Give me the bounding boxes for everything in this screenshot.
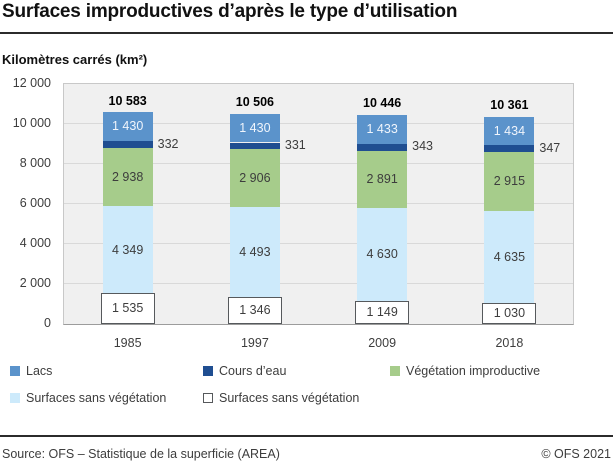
bar-segment: 4 630	[357, 208, 408, 302]
segment-value-label: 1 030	[493, 306, 526, 321]
segment-value-label: 2 891	[366, 172, 398, 187]
x-axis-label: 1997	[240, 336, 269, 350]
x-axis-label: 2009	[368, 336, 397, 350]
legend-swatch-icon	[203, 366, 213, 376]
segment-value-label: 1 346	[239, 303, 271, 318]
x-axis: 1985 1997 2009 2018	[64, 336, 573, 350]
segment-value-label: 1 149	[366, 305, 398, 320]
legend-item: Végétation improductive	[390, 364, 607, 378]
gridline	[64, 123, 573, 124]
bar-2018: 1 030 4 635 2 915 347 1 434 10 361	[446, 84, 573, 324]
y-axis-tick-label: 10 000	[12, 116, 51, 131]
legend-swatch-icon	[10, 393, 20, 403]
segment-value-label: 347	[539, 141, 561, 156]
y-axis-tick-label: 12 000	[12, 76, 51, 91]
legend-swatch-icon	[390, 366, 400, 376]
title-divider	[0, 32, 613, 34]
source-note: Source: OFS – Statistique de la superfic…	[2, 447, 280, 461]
segment-value-label: 332	[157, 136, 179, 151]
plot-area: 1 535 4 349 2 938 332 1 430 10 583 1 346 4 493 2…	[63, 83, 574, 325]
bar-segment	[484, 145, 535, 153]
segment-value-label: 343	[412, 139, 433, 154]
bar-segment: 1 433	[357, 115, 408, 144]
gridline	[64, 283, 573, 284]
bar-segment: 1 535	[100, 293, 155, 324]
bar-1997: 1 346 4 493 2 906 331 1 430 10 506	[191, 84, 318, 324]
legend: Lacs Cours d’eau Végétation improductive Su…	[10, 364, 607, 405]
segment-value-label: 4 349	[111, 242, 144, 257]
copyright-note: © OFS 2021	[541, 447, 611, 461]
bar-segment: 2 906	[229, 149, 280, 208]
segment-value-label: 1 430	[111, 119, 144, 134]
y-axis: 0 2 000 4 000 6 000 8 000 10 000 12 000	[0, 76, 51, 330]
legend-item: Cours d’eau	[203, 364, 390, 378]
y-axis-tick-label: 0	[44, 316, 51, 331]
bar-segment	[357, 143, 408, 151]
bar-segment: 1 430	[229, 113, 280, 143]
gridline	[64, 203, 573, 204]
bar-2009: 1 149 4 630 2 891 343 1 433 10 446	[319, 84, 446, 324]
y-axis-tick-label: 4 000	[19, 236, 51, 251]
footer: Source: OFS – Statistique de la superfic…	[2, 447, 611, 461]
legend-item: Surfaces sans végétation	[10, 391, 203, 405]
bar-total-label: 10 583	[108, 93, 147, 108]
segment-value-label: 1 434	[493, 123, 526, 138]
bar-total-label: 10 446	[363, 96, 402, 111]
page-title: Surfaces improductives d’après le type d…	[2, 1, 458, 22]
legend-item-label: Surfaces sans végétation	[219, 391, 360, 405]
legend-swatch-icon	[203, 393, 213, 403]
x-axis-label: 1985	[113, 336, 142, 350]
bar-segment: 1 434	[484, 116, 535, 146]
bar-segment	[102, 140, 153, 148]
bar-segment: 2 915	[484, 152, 535, 211]
y-axis-tick-label: 6 000	[19, 196, 51, 211]
bar-segment	[229, 142, 280, 150]
legend-item-label: Cours d’eau	[219, 364, 287, 378]
bar-segment: 4 349	[102, 206, 153, 294]
bar-segment: 1 030	[482, 303, 537, 324]
legend-item-label: Lacs	[26, 364, 53, 378]
bar-segment: 2 891	[357, 150, 408, 209]
bar-segment: 4 493	[229, 207, 280, 298]
bar-segment: 1 149	[355, 301, 410, 324]
gridline	[64, 163, 573, 164]
legend-item: Lacs	[10, 364, 203, 378]
x-axis-label: 2018	[495, 336, 524, 350]
legend-item: Surfaces sans végétation	[203, 391, 390, 405]
segment-value-label: 2 915	[493, 174, 526, 189]
segment-value-label: 2 906	[239, 170, 271, 185]
legend-item-label: Végétation improductive	[406, 364, 541, 378]
y-axis-tick-label: 2 000	[19, 276, 51, 291]
legend-item-label: Surfaces sans végétation	[26, 391, 167, 405]
y-axis-tick-label: 8 000	[19, 156, 51, 171]
y-axis-unit-label: Kilomètres carrés (km²)	[2, 52, 148, 67]
bar-total-label: 10 361	[490, 98, 529, 113]
bar-segment: 1 430	[102, 112, 153, 141]
segment-value-label: 2 938	[111, 169, 144, 184]
bar-segment: 1 346	[227, 297, 282, 324]
segment-value-label: 1 535	[111, 301, 144, 316]
segment-value-label: 1 433	[366, 122, 398, 137]
bar-segment: 4 635	[484, 210, 535, 304]
segment-value-label: 4 630	[366, 247, 398, 262]
legend-swatch-icon	[10, 366, 20, 376]
segment-value-label: 1 430	[239, 120, 271, 135]
gridline	[64, 243, 573, 244]
segment-value-label: 4 635	[493, 249, 526, 264]
bar-1985: 1 535 4 349 2 938 332 1 430 10 583	[64, 84, 191, 324]
bar-segment: 2 938	[102, 147, 153, 207]
footer-divider	[0, 435, 613, 437]
bar-total-label: 10 506	[235, 95, 274, 110]
segment-value-label: 331	[284, 137, 306, 152]
bar-group: 1 535 4 349 2 938 332 1 430 10 583 1 346 4 493 2…	[64, 84, 573, 324]
segment-value-label: 4 493	[239, 244, 271, 259]
